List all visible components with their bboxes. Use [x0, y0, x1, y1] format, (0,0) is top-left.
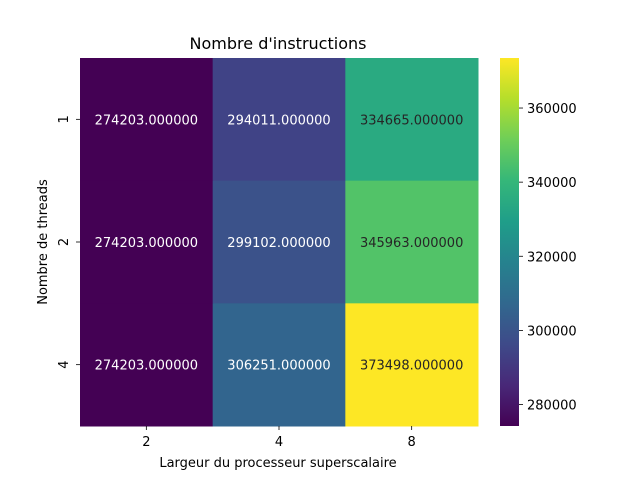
- heatmap-cell: [80, 180, 214, 304]
- x-tick-label: 8: [408, 435, 416, 450]
- heatmap-cell: [345, 303, 479, 427]
- cell-value-label: 373498.000000: [360, 359, 463, 374]
- heatmap-cell: [80, 303, 214, 427]
- cell-value-label: 274203.000000: [95, 359, 198, 374]
- y-tick-label: 1: [57, 115, 72, 123]
- cell-value-label: 274203.000000: [95, 113, 198, 128]
- heatmap-cell: [212, 58, 346, 182]
- cell-value-label: 306251.000000: [227, 359, 330, 374]
- y-tick-label: 2: [57, 238, 72, 246]
- cell-value-label: 274203.000000: [95, 236, 198, 251]
- colorbar-tick-label: 300000: [527, 324, 577, 339]
- y-axis-label: Nombre de threads: [36, 179, 51, 305]
- x-axis: 2 4 8: [142, 426, 416, 450]
- heatmap-cell: [345, 180, 479, 304]
- cell-value-label: 299102.000000: [227, 236, 330, 251]
- y-axis: 1 2 4: [57, 115, 80, 369]
- x-tick-label: 2: [142, 435, 150, 450]
- heatmap-cell: [345, 58, 479, 182]
- cell-value-label: 345963.000000: [360, 236, 463, 251]
- heatmap-cell: [212, 180, 346, 304]
- cell-value-label: 294011.000000: [227, 113, 330, 128]
- heatmap-cell: [212, 303, 346, 427]
- colorbar-tick-label: 340000: [527, 176, 577, 191]
- y-tick-label: 4: [57, 361, 72, 369]
- colorbar-gradient: [500, 58, 519, 426]
- colorbar-tick-label: 360000: [527, 102, 577, 117]
- colorbar-tick-label: 280000: [527, 399, 577, 414]
- x-tick-label: 4: [275, 435, 283, 450]
- colorbar: 280000 300000 320000 340000 360000: [500, 58, 577, 426]
- cell-value-label: 334665.000000: [360, 113, 463, 128]
- chart-title: Nombre d'instructions: [190, 34, 367, 53]
- x-axis-label: Largeur du processeur superscalaire: [159, 456, 396, 471]
- colorbar-tick-label: 320000: [527, 250, 577, 265]
- heatmap-cell: [80, 58, 214, 182]
- heatmap-cells: 274203.000000 294011.000000 334665.000000 2…: [80, 58, 479, 427]
